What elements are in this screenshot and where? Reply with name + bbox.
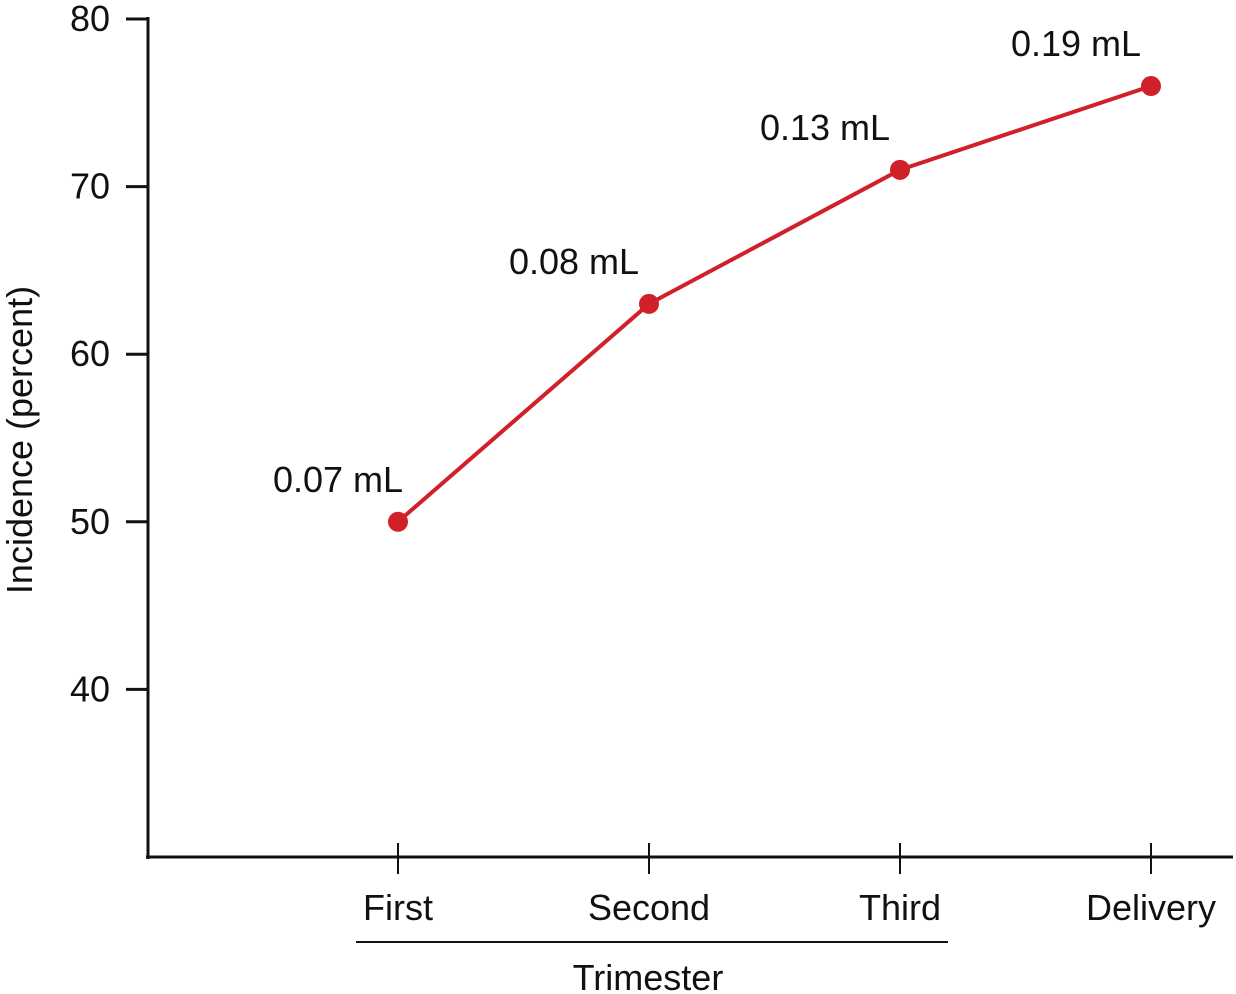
y-ticks: 40 50 60 70 80 <box>70 0 148 709</box>
y-tick-label: 70 <box>70 166 110 207</box>
x-tick-label: Second <box>588 887 710 928</box>
data-point <box>1141 76 1161 97</box>
y-axis-title: Incidence (percent) <box>0 286 40 594</box>
x-tick-label: First <box>363 887 433 928</box>
chart-axes <box>146 17 1233 859</box>
y-tick-label: 80 <box>70 0 110 39</box>
data-label: 0.08 mL <box>509 241 639 282</box>
x-tick-label: Delivery <box>1086 887 1216 928</box>
data-label: 0.07 mL <box>273 459 403 500</box>
data-point <box>639 293 659 314</box>
x-tick-label: Third <box>859 887 941 928</box>
y-tick-label: 50 <box>70 501 110 542</box>
x-ticks: First Second Third Delivery <box>363 843 1216 928</box>
data-label: 0.13 mL <box>760 107 890 148</box>
series-line <box>396 84 1152 524</box>
series-layer: 0.07 mL 0.08 mL 0.13 mL 0.19 mL <box>273 23 1161 532</box>
y-tick-label: 60 <box>70 333 110 374</box>
y-tick-label: 40 <box>70 668 110 709</box>
trimester-group-label: Trimester <box>573 957 724 994</box>
data-point <box>890 159 910 180</box>
data-label: 0.19 mL <box>1011 23 1141 64</box>
data-point <box>388 511 408 532</box>
